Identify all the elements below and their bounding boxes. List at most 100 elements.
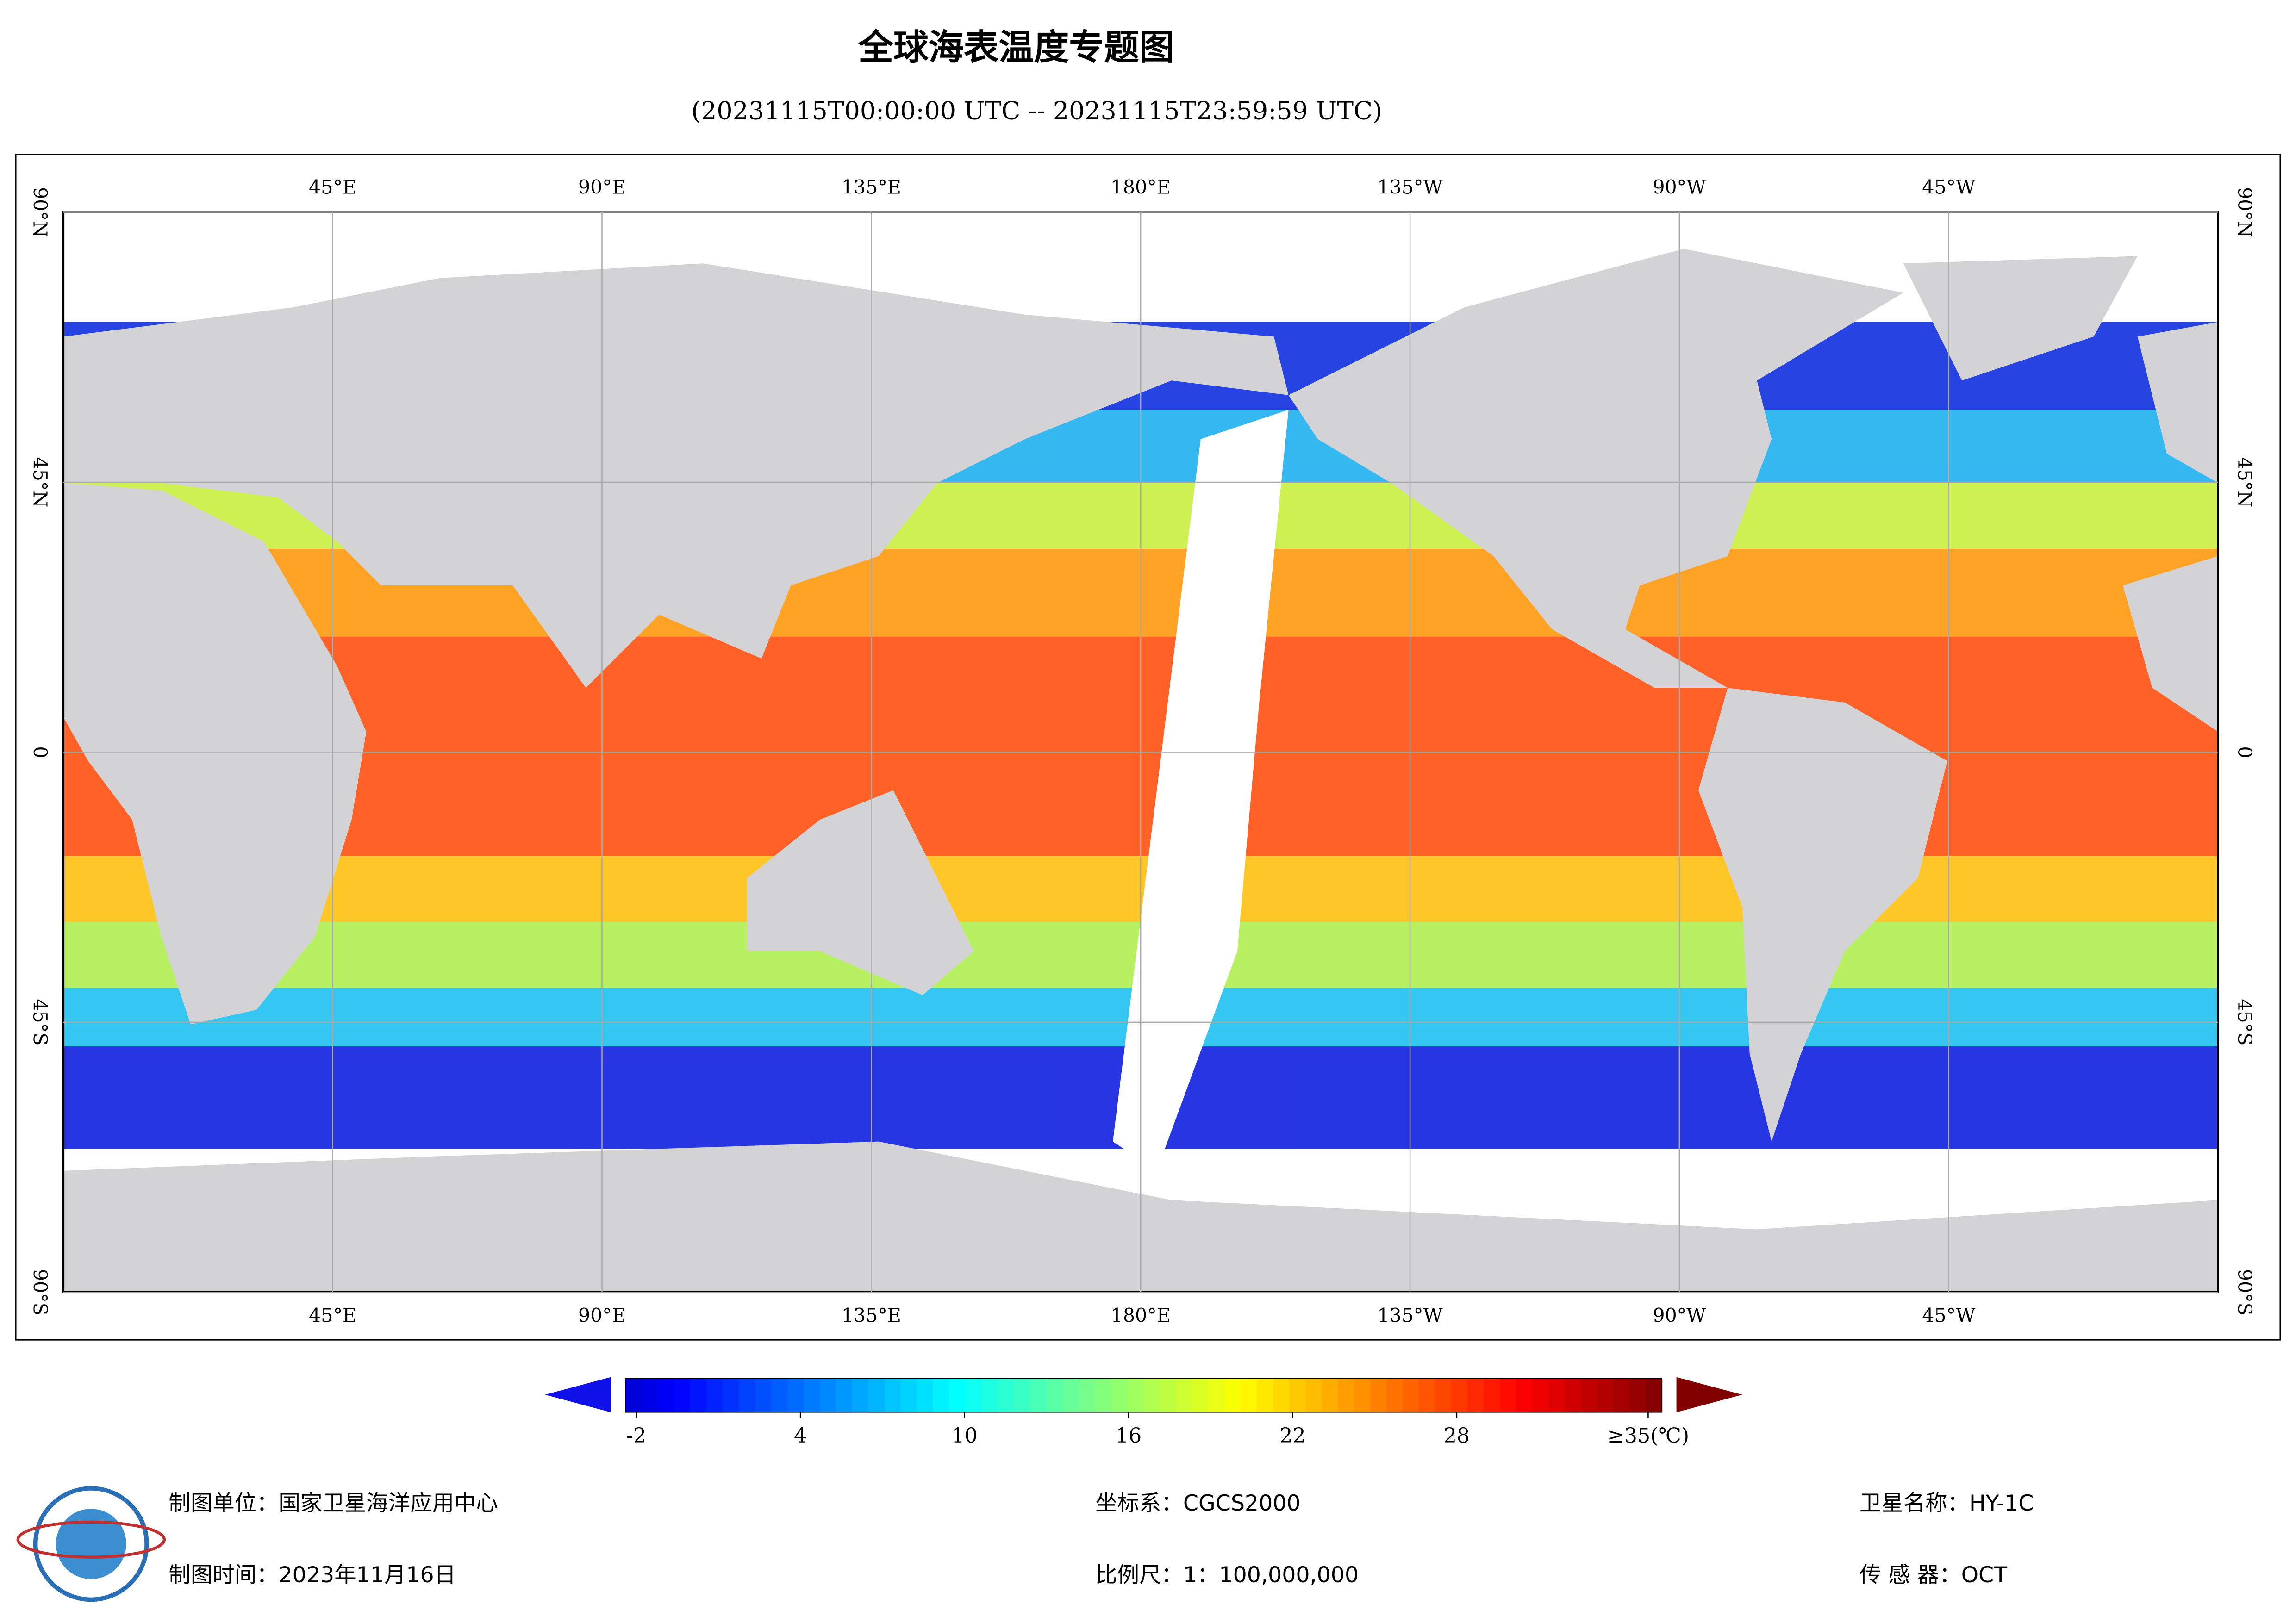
- title: 全球海表温度专题图: [858, 27, 1174, 68]
- colorbar-tick-label: ≥35(℃): [1607, 1424, 1689, 1448]
- lat-label: 0: [2234, 746, 2256, 758]
- colorbar-segment: [949, 1378, 966, 1412]
- colorbar-segment: [1645, 1378, 1663, 1412]
- colorbar-over: [1676, 1377, 1742, 1412]
- lat-label: 45°N: [2234, 457, 2256, 508]
- colorbar-tick-label: -2: [626, 1424, 646, 1448]
- colorbar-segment: [900, 1378, 918, 1412]
- colorbar-segment: [1176, 1378, 1193, 1412]
- footer-unit: 制图单位：国家卫星海洋应用中心: [168, 1491, 498, 1516]
- lon-label: 90°W: [1653, 176, 1706, 198]
- lat-label: 45°S: [2234, 999, 2256, 1045]
- lon-label: 135°E: [842, 1305, 901, 1327]
- colorbar-segment: [1014, 1378, 1031, 1412]
- colorbar-segment: [836, 1378, 853, 1412]
- colorbar-segment: [1160, 1378, 1177, 1412]
- colorbar-tick-label: 4: [794, 1424, 807, 1448]
- north-america: [1288, 249, 1903, 688]
- colorbar-under: [545, 1377, 611, 1412]
- map: [62, 211, 2220, 1293]
- lon-label: 90°W: [1653, 1305, 1706, 1327]
- colorbar-segment: [706, 1378, 724, 1412]
- colorbar-segment: [1532, 1378, 1549, 1412]
- colorbar-segment: [1386, 1378, 1404, 1412]
- colorbar-segment: [981, 1378, 998, 1412]
- lon-label: 180°E: [1111, 176, 1171, 198]
- colorbar-segment: [674, 1378, 691, 1412]
- colorbar-border: [625, 1378, 1662, 1413]
- colorbar-segment: [1289, 1378, 1306, 1412]
- colorbar-segment: [738, 1378, 756, 1412]
- colorbar-segment: [1548, 1378, 1566, 1412]
- lat-label: 90°N: [29, 187, 51, 237]
- colorbar-segment: [868, 1378, 886, 1412]
- lon-label: 45°W: [1922, 176, 1976, 198]
- lon-label: 135°W: [1377, 1305, 1443, 1327]
- footer-date: 制图时间：2023年11月16日: [168, 1562, 456, 1588]
- logo-orbit: [16, 1520, 166, 1559]
- colorbar-segment: [1192, 1378, 1209, 1412]
- lat-label: 0: [29, 746, 51, 758]
- colorbar-segment: [771, 1378, 788, 1412]
- greenland: [1903, 256, 2138, 381]
- colorbar-segment: [1273, 1378, 1290, 1412]
- data-gap: [1113, 410, 1289, 1171]
- eurasia: [63, 263, 1289, 688]
- colorbar-segment: [819, 1378, 837, 1412]
- colorbar-segment: [1111, 1378, 1128, 1412]
- colorbar-segment: [787, 1378, 805, 1412]
- colorbar-segment: [1046, 1378, 1063, 1412]
- lat-label: 90°N: [2234, 187, 2256, 237]
- logo-globe: [56, 1509, 126, 1579]
- lon-label: 45°E: [309, 176, 356, 198]
- colorbar-segment: [1581, 1378, 1598, 1412]
- colorbar-segment: [658, 1378, 675, 1412]
- colorbar-segment: [1241, 1378, 1258, 1412]
- colorbar-segment: [965, 1378, 982, 1412]
- colorbar-segment: [1095, 1378, 1112, 1412]
- footer-crs: 坐标系：CGCS2000: [1095, 1491, 1300, 1516]
- colorbar-segment: [1338, 1378, 1355, 1412]
- colorbar-tick-label: 16: [1116, 1424, 1142, 1448]
- lat-label: 90°S: [2234, 1269, 2256, 1316]
- lon-label: 90°E: [578, 1305, 626, 1327]
- colorbar-segment: [1079, 1378, 1096, 1412]
- colorbar-segment: [1062, 1378, 1079, 1412]
- colorbar-segment: [1403, 1378, 1420, 1412]
- colorbar-segment: [625, 1378, 643, 1412]
- colorbar-segment: [1143, 1378, 1160, 1412]
- colorbar-segment: [1484, 1378, 1501, 1412]
- colorbar-segment: [722, 1378, 740, 1412]
- colorbar-tick-label: 28: [1444, 1424, 1470, 1448]
- europe: [2137, 322, 2218, 483]
- colorbar-segment: [1419, 1378, 1436, 1412]
- lon-label: 45°W: [1922, 1305, 1976, 1327]
- australia: [747, 790, 974, 995]
- footer-scale: 比例尺：1：100,000,000: [1095, 1562, 1359, 1588]
- lat-label: 45°N: [29, 457, 51, 508]
- lat-label: 90°S: [29, 1269, 51, 1316]
- colorbar-segment: [1305, 1378, 1323, 1412]
- colorbar-segment: [1516, 1378, 1533, 1412]
- logo: [16, 1486, 166, 1602]
- lon-label: 180°E: [1111, 1305, 1171, 1327]
- africa: [63, 483, 367, 1025]
- colorbar-segment: [1597, 1378, 1614, 1412]
- lon-label: 135°W: [1377, 176, 1443, 198]
- lon-label: 135°E: [842, 176, 901, 198]
- colorbar-segment: [933, 1378, 950, 1412]
- colorbar-segment: [1613, 1378, 1630, 1412]
- footer-sensor: 传 感 器：OCT: [1859, 1562, 2008, 1588]
- colorbar-segment: [1322, 1378, 1339, 1412]
- colorbar-segment: [1354, 1378, 1371, 1412]
- colorbar-segment: [1500, 1378, 1517, 1412]
- colorbar-segment: [642, 1378, 659, 1412]
- colorbar-segment: [998, 1378, 1015, 1412]
- colorbar-segment: [1435, 1378, 1452, 1412]
- colorbar-segment: [1208, 1378, 1225, 1412]
- colorbar-segment: [1257, 1378, 1274, 1412]
- africa-west: [2123, 556, 2218, 732]
- colorbar-segment: [1224, 1378, 1242, 1412]
- colorbar-segment: [755, 1378, 772, 1412]
- colorbar-segment: [884, 1378, 902, 1412]
